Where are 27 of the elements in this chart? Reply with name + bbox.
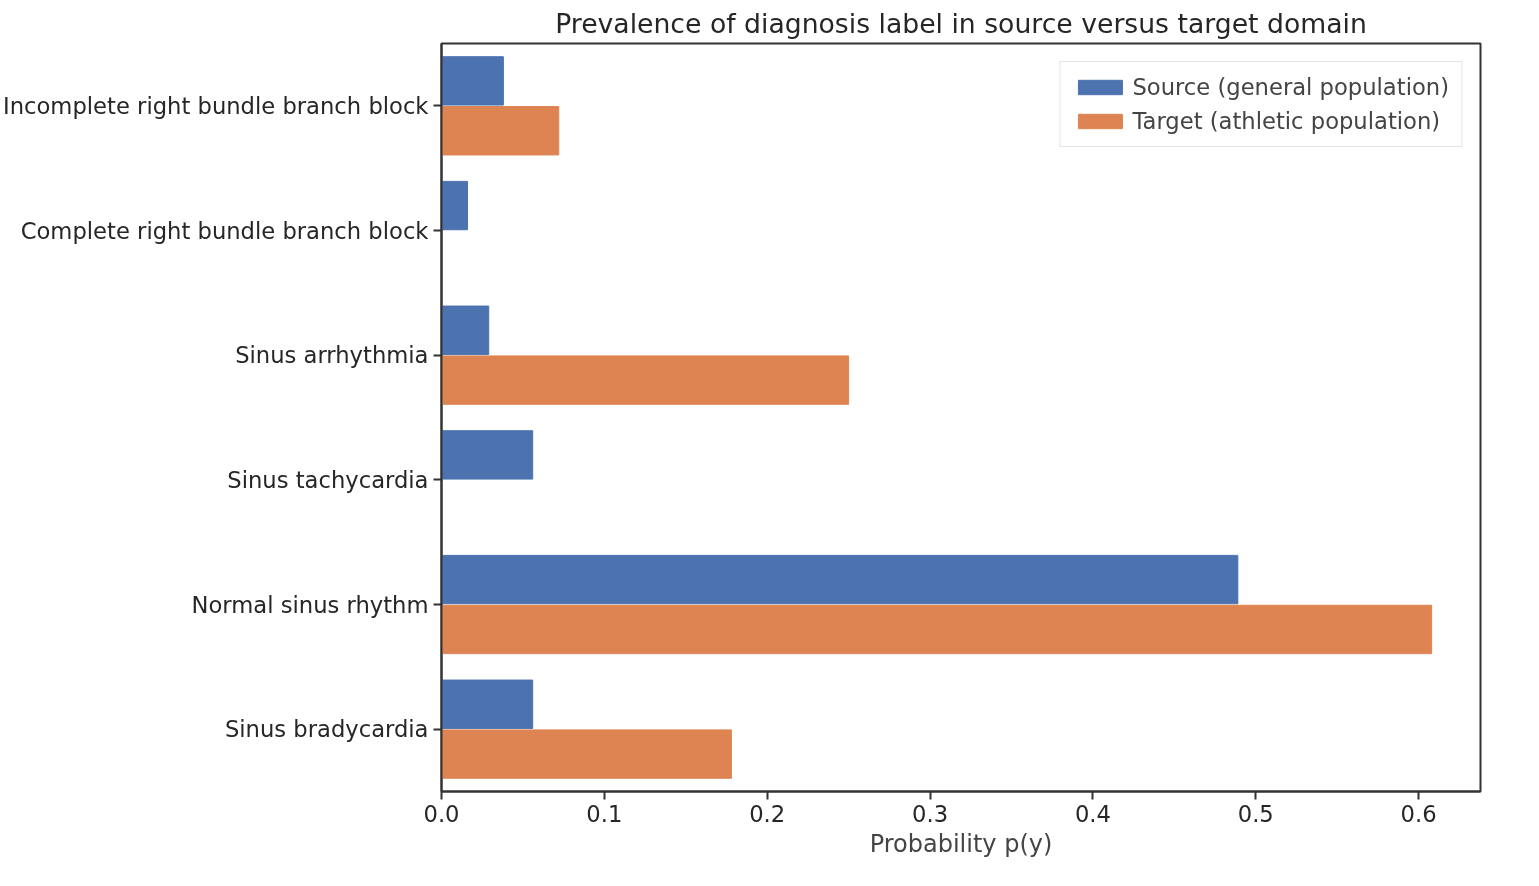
y-tick-label: Incomplete right bundle branch block bbox=[3, 92, 430, 119]
x-tick-label: 0.5 bbox=[1237, 800, 1274, 827]
y-tick-label: Sinus arrhythmia bbox=[235, 342, 429, 369]
y-tick-label: Normal sinus rhythm bbox=[191, 591, 429, 618]
legend-label: Source (general population) bbox=[1132, 74, 1449, 100]
y-tick-label: Sinus tachycardia bbox=[227, 466, 429, 493]
x-tick-label: 0.3 bbox=[912, 800, 949, 827]
bar bbox=[441, 604, 1433, 655]
bar bbox=[441, 305, 490, 355]
bar bbox=[441, 106, 560, 156]
x-tick-label: 0.4 bbox=[1074, 800, 1111, 827]
y-tick-label: Sinus bradycardia bbox=[224, 716, 429, 743]
bar bbox=[441, 180, 469, 231]
chart-title: Prevalence of diagnosis label in source versus target domain bbox=[555, 7, 1367, 39]
bar bbox=[441, 56, 504, 106]
bar bbox=[441, 554, 1239, 605]
x-axis-title: Probability p(y) bbox=[869, 829, 1053, 858]
y-tick-label: Complete right bundle branch block bbox=[20, 217, 430, 244]
x-tick-label: 0.2 bbox=[749, 800, 786, 827]
bar bbox=[441, 729, 732, 779]
bar bbox=[441, 355, 850, 405]
x-tick-label: 0.0 bbox=[423, 800, 460, 827]
bar bbox=[441, 430, 534, 480]
legend-label: Target (athletic population) bbox=[1132, 108, 1441, 134]
x-tick-label: 0.1 bbox=[586, 800, 623, 827]
bar bbox=[441, 679, 534, 729]
x-tick-label: 0.6 bbox=[1400, 800, 1437, 827]
